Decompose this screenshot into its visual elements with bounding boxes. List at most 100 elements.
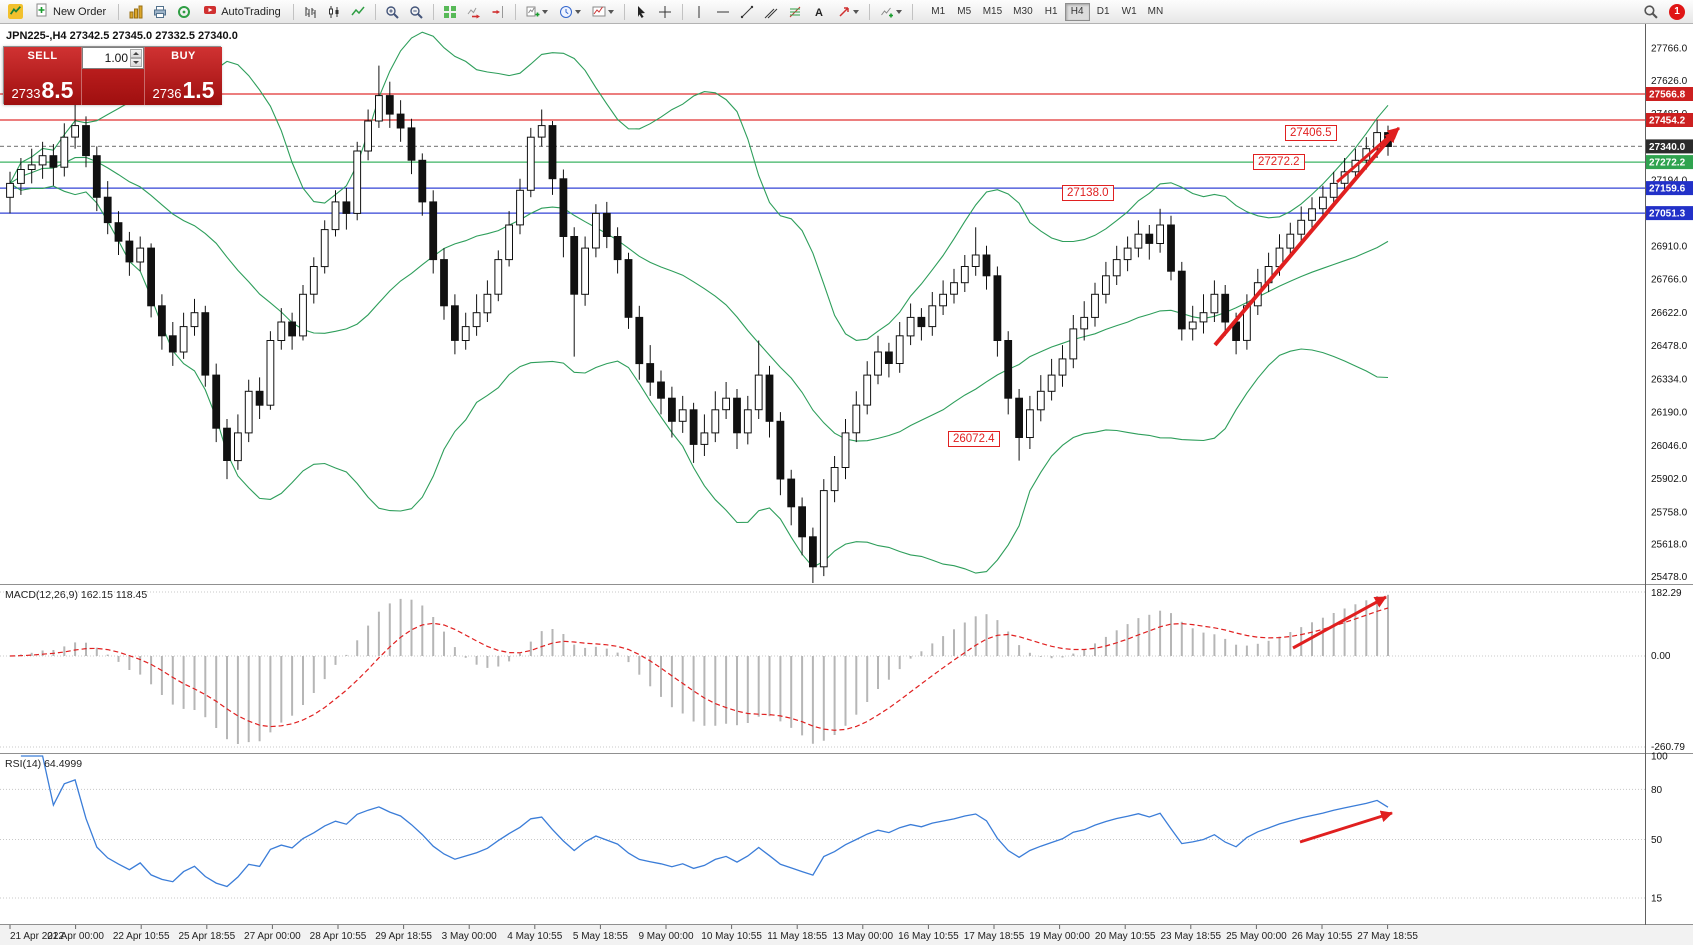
- price-annotation[interactable]: 27406.5: [1285, 125, 1337, 141]
- price-annotation[interactable]: 27272.2: [1253, 154, 1305, 170]
- timeframe-button-mn[interactable]: MN: [1143, 3, 1169, 21]
- svg-text:23 May 18:55: 23 May 18:55: [1160, 931, 1221, 942]
- svg-text:27626.0: 27626.0: [1651, 76, 1688, 87]
- svg-text:27 Apr 00:00: 27 Apr 00:00: [244, 931, 301, 942]
- print-button[interactable]: [148, 2, 171, 22]
- line-chart-icon: [351, 6, 365, 15]
- market-watch-icon: [129, 5, 143, 18]
- svg-text:27 May 18:55: 27 May 18:55: [1357, 931, 1418, 942]
- main-toolbar: New Order AutoTrading: [0, 0, 1693, 24]
- trendline-tool-button[interactable]: [736, 2, 759, 22]
- auto-scroll-button[interactable]: [463, 2, 486, 22]
- trend-arrow[interactable]: [1292, 595, 1387, 650]
- tile-windows-button[interactable]: [439, 2, 462, 22]
- toolbar-separator: [681, 3, 683, 20]
- tile-windows-icon: [444, 5, 457, 18]
- bar-chart-button[interactable]: [299, 2, 322, 22]
- candlestick-chart-icon: [329, 5, 339, 18]
- buy-price: 2736 1.5: [152, 77, 215, 103]
- svg-text:25758.0: 25758.0: [1651, 507, 1688, 518]
- svg-text:3 May 00:00: 3 May 00:00: [442, 931, 497, 942]
- svg-text:26910.0: 26910.0: [1651, 241, 1688, 252]
- cursor-tool-button[interactable]: [630, 2, 653, 22]
- toolbar-separator: [118, 3, 120, 20]
- trend-arrows-layer[interactable]: [1213, 126, 1400, 844]
- svg-text:26622.0: 26622.0: [1651, 308, 1688, 319]
- timeframe-button-h1[interactable]: H1: [1039, 3, 1064, 21]
- svg-text:27766.0: 27766.0: [1651, 44, 1688, 55]
- one-click-trading-panel: SELL 2733 8.5 1.00 BUY 2736 1.5: [3, 46, 222, 105]
- chart-symbol-header: JPN225-,H4 27342.5 27345.0 27332.5 27340…: [6, 30, 238, 42]
- zoom-in-button[interactable]: [381, 2, 404, 22]
- crosshair-tool-button[interactable]: [654, 2, 677, 22]
- market-watch-button[interactable]: [124, 2, 147, 22]
- volume-input[interactable]: 1.00: [82, 47, 144, 69]
- svg-text:0.00: 0.00: [1651, 651, 1671, 662]
- dropdown-caret-icon: [541, 9, 548, 14]
- horizontal-line-tool-button[interactable]: [712, 2, 735, 22]
- trend-arrow[interactable]: [1213, 129, 1398, 347]
- volume-decrease-button[interactable]: [130, 58, 142, 67]
- fibonacci-icon: [789, 6, 801, 17]
- new-order-button[interactable]: New Order: [28, 2, 113, 22]
- line-chart-button[interactable]: [347, 2, 370, 22]
- timeframe-button-w1[interactable]: W1: [1117, 3, 1142, 21]
- indicator-panels-layer: [0, 591, 1645, 899]
- autotrading-icon: [203, 3, 217, 20]
- sell-price: 2733 8.5: [11, 77, 74, 103]
- price-annotation[interactable]: 26072.4: [948, 431, 1000, 447]
- timeframe-button-h4[interactable]: H4: [1064, 2, 1090, 21]
- price-annotation[interactable]: 27138.0: [1062, 185, 1114, 201]
- text-tool-button[interactable]: A: [808, 2, 831, 22]
- templates-dropdown[interactable]: [587, 2, 619, 22]
- notification-badge[interactable]: 1: [1669, 3, 1685, 20]
- chart-shift-icon: [492, 5, 504, 18]
- chart-shift-button[interactable]: [487, 2, 510, 22]
- channel-tool-button[interactable]: [760, 2, 783, 22]
- new-chart-icon: [526, 6, 540, 16]
- vertical-line-tool-button[interactable]: [688, 2, 711, 22]
- zoom-out-button[interactable]: [405, 2, 428, 22]
- svg-text:-260.79: -260.79: [1651, 742, 1685, 753]
- svg-text:9 May 00:00: 9 May 00:00: [638, 931, 693, 942]
- text-icon: A: [815, 7, 823, 19]
- toolbar-separator: [623, 3, 625, 20]
- svg-text:22 Apr 10:55: 22 Apr 10:55: [113, 931, 170, 942]
- trend-arrow[interactable]: [1299, 810, 1393, 844]
- candlestick-chart-button[interactable]: [323, 2, 346, 22]
- arrows-tool-dropdown[interactable]: [832, 2, 864, 22]
- indicators-dropdown[interactable]: [875, 2, 907, 22]
- sell-button[interactable]: SELL 2733 8.5: [4, 47, 82, 105]
- svg-text:5 May 18:55: 5 May 18:55: [573, 931, 628, 942]
- svg-text:29 Apr 18:55: 29 Apr 18:55: [375, 931, 432, 942]
- timeframe-button-m15[interactable]: M15: [978, 3, 1007, 21]
- fibonacci-tool-button[interactable]: [784, 2, 807, 22]
- timeframe-button-m30[interactable]: M30: [1008, 3, 1037, 21]
- autotrading-label: AutoTrading: [221, 5, 281, 18]
- autotrading-button[interactable]: AutoTrading: [196, 2, 288, 22]
- svg-text:26 May 10:55: 26 May 10:55: [1292, 931, 1353, 942]
- svg-text:27454.2: 27454.2: [1649, 116, 1686, 127]
- search-icon[interactable]: [1639, 2, 1662, 22]
- templates-icon: [592, 6, 606, 16]
- volume-column: 1.00: [82, 47, 144, 105]
- timeframe-button-d1[interactable]: D1: [1091, 3, 1116, 21]
- trend-arrow[interactable]: [1336, 126, 1400, 184]
- toolbar-separator: [911, 3, 913, 20]
- periods-dropdown[interactable]: [554, 2, 586, 22]
- data-window-button[interactable]: [172, 2, 195, 22]
- buy-button[interactable]: BUY 2736 1.5: [144, 47, 222, 105]
- svg-text:27051.3: 27051.3: [1649, 209, 1686, 220]
- bar-chart-icon: [305, 6, 316, 18]
- channel-icon: [764, 8, 778, 18]
- timeframe-button-m5[interactable]: M5: [952, 3, 977, 21]
- new-chart-dropdown[interactable]: [521, 2, 553, 22]
- timeframe-button-m1[interactable]: M1: [926, 3, 951, 21]
- bollinger-bands-layer: [9, 31, 1389, 574]
- svg-text:21 Apr 00:00: 21 Apr 00:00: [47, 931, 104, 942]
- crosshair-icon: [659, 5, 672, 18]
- svg-text:21 Apr 2022: 21 Apr 2022: [10, 931, 64, 942]
- svg-text:25478.0: 25478.0: [1651, 572, 1688, 583]
- volume-increase-button[interactable]: [130, 49, 142, 58]
